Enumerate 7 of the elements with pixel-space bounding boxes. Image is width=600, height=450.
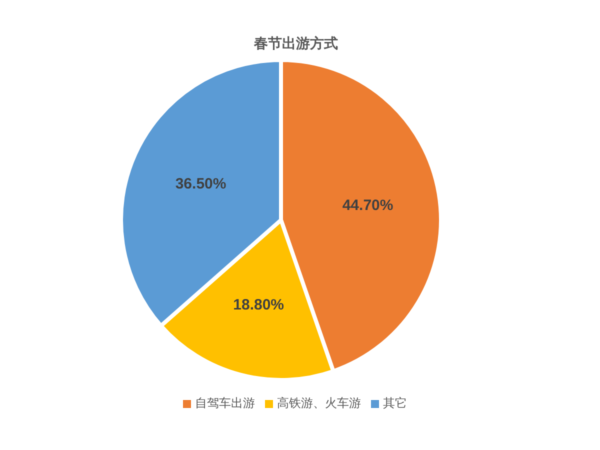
- data-label: 18.80%: [233, 296, 284, 314]
- chart-title: 春节出游方式: [253, 35, 338, 52]
- data-label: 36.50%: [175, 175, 226, 192]
- legend-label: 自驾车出游: [195, 396, 255, 410]
- data-label: 44.70%: [342, 196, 394, 214]
- legend-label: 其它: [383, 396, 407, 410]
- legend-label: 高铁游、火车游: [277, 396, 361, 410]
